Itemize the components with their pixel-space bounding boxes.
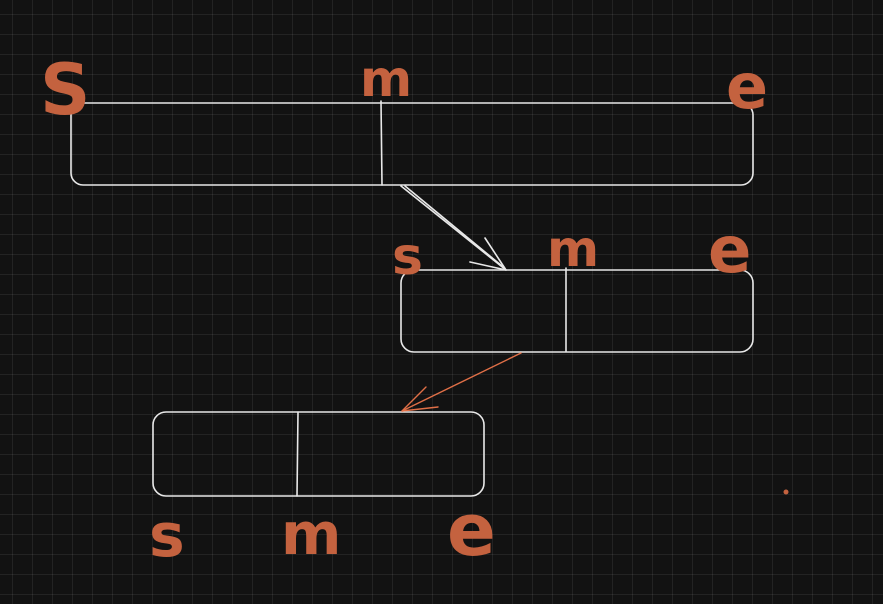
label-e-level-3: e <box>447 488 496 572</box>
label-s-level-3: s <box>149 501 185 571</box>
array-box-level-3 <box>152 411 485 497</box>
label-m-level-2: m <box>547 220 599 278</box>
array-box-level-2 <box>400 267 754 353</box>
label-m-level-1: m <box>360 50 412 108</box>
label-e-level-2: e <box>708 214 751 288</box>
label-s-level-2: s <box>392 227 423 287</box>
arrow-level-2-to-3 <box>401 352 522 412</box>
label-s-level-1: S <box>40 49 90 131</box>
mid-divider-level-1 <box>380 100 383 186</box>
arrow-level-1-to-2 <box>400 185 507 271</box>
label-e-level-1: e <box>726 50 768 123</box>
label-m-level-3: m <box>281 500 341 568</box>
stray-dot <box>783 489 789 495</box>
mid-divider-level-3 <box>296 411 299 497</box>
array-box-level-1 <box>70 100 754 186</box>
